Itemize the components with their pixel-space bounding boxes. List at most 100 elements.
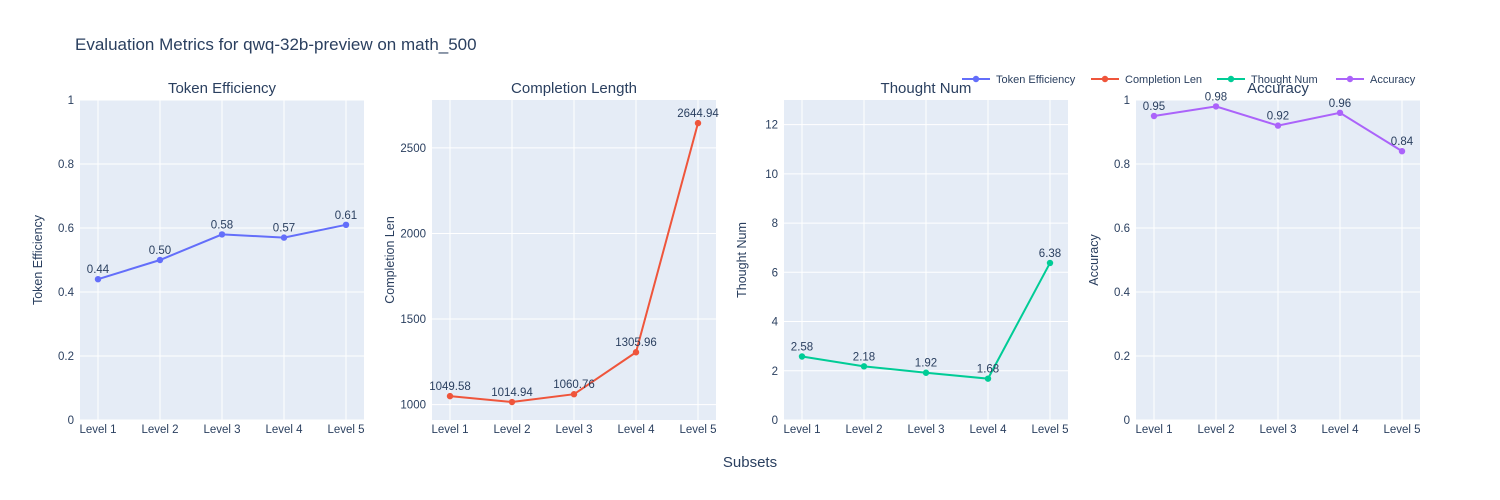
y-tick-label: 6: [772, 267, 778, 279]
data-point[interactable]: [1150, 112, 1158, 120]
data-point[interactable]: [156, 256, 164, 264]
shared-x-axis-label: Subsets: [723, 454, 777, 471]
y-tick-label: 12: [765, 120, 778, 132]
x-tick-label: Level 5: [1383, 424, 1420, 436]
data-point[interactable]: [1398, 148, 1406, 155]
subplot-token-efficiency: 0 0.2 0.4 0.6 0.8 1 Level 1 Level 2 Level 3 Level…: [31, 80, 365, 436]
x-tick-label: Level 4: [617, 424, 655, 436]
data-point[interactable]: [218, 231, 226, 238]
y-tick-label: 0.2: [1114, 351, 1130, 363]
y-tick-label: 10: [765, 169, 778, 181]
data-point[interactable]: [798, 353, 806, 360]
chart-title: Evaluation Metrics for qwq-32b-preview o…: [75, 35, 477, 54]
x-tick-label: Level 3: [1259, 424, 1296, 436]
data-label: 1.68: [977, 364, 999, 376]
data-point[interactable]: [94, 276, 102, 283]
legend-marker: [1101, 75, 1109, 83]
legend-label: Token Efficiency: [996, 74, 1076, 86]
legend-item[interactable]: Thought Num: [1217, 74, 1318, 86]
subplot-title: Accuracy: [1247, 80, 1309, 97]
legend-label: Completion Len: [1125, 74, 1202, 86]
legend-marker: [1227, 75, 1235, 83]
data-point[interactable]: [632, 349, 640, 356]
subplot-thought-num: 0 2 4 6 8 10 12 Level 1 Level 2 Level 3 Level 4 Lev…: [735, 80, 1069, 436]
legend-label: Accuracy: [1370, 74, 1416, 86]
data-point[interactable]: [446, 392, 454, 400]
data-label: 1014.94: [491, 387, 533, 399]
legend-item[interactable]: Accuracy: [1336, 74, 1416, 86]
x-tick-label: Level 5: [327, 424, 364, 436]
y-tick-label: 0: [772, 415, 778, 427]
y-tick-label: 0.8: [58, 159, 74, 171]
data-label: 0.95: [1143, 101, 1165, 113]
data-point[interactable]: [1274, 122, 1282, 129]
y-tick-label: 0.4: [58, 287, 75, 299]
y-axis-label: Token Efficiency: [31, 214, 45, 305]
y-tick-label: 1: [1124, 95, 1130, 107]
y-tick-label: 0.4: [1114, 287, 1131, 299]
data-label: 0.50: [149, 245, 171, 257]
legend[interactable]: Token Efficiency Completion Len Thought Nu…: [962, 74, 1416, 86]
data-point[interactable]: [922, 369, 930, 376]
data-label: 0.96: [1329, 98, 1351, 110]
data-point[interactable]: [1336, 109, 1344, 117]
y-tick-label: 0.2: [58, 351, 74, 363]
data-label: 0.61: [335, 210, 357, 222]
x-tick-label: Level 3: [555, 424, 592, 436]
x-tick-label: Level 5: [1031, 424, 1068, 436]
legend-marker: [1346, 75, 1354, 83]
y-tick-label: 8: [772, 218, 778, 230]
data-label: 1305.96: [615, 337, 657, 349]
y-tick-label: 2000: [400, 228, 426, 240]
legend-marker: [972, 75, 980, 83]
data-label: 1060.76: [553, 379, 595, 391]
subplot-title: Completion Length: [511, 80, 637, 97]
data-point[interactable]: [342, 221, 350, 228]
data-label: 0.92: [1267, 111, 1289, 123]
x-tick-label: Level 4: [1321, 424, 1359, 436]
data-point[interactable]: [280, 234, 288, 241]
subplot-accuracy: 0 0.2 0.4 0.6 0.8 1 Level 1 Level 2 Level 3 Level…: [1087, 80, 1421, 436]
data-label: 6.38: [1039, 248, 1061, 260]
x-tick-label: Level 3: [907, 424, 944, 436]
x-tick-label: Level 3: [203, 424, 240, 436]
data-point[interactable]: [570, 391, 578, 398]
x-tick-label: Level 2: [845, 424, 882, 436]
data-point[interactable]: [694, 119, 702, 127]
subplot-panels: 0 0.2 0.4 0.6 0.8 1 Level 1 Level 2 Level 3 Level…: [31, 80, 1421, 436]
y-tick-label: 1: [68, 95, 74, 107]
data-label: 0.44: [87, 264, 110, 276]
y-tick-label: 0: [68, 415, 74, 427]
data-point[interactable]: [508, 398, 516, 406]
data-label: 2.18: [853, 351, 875, 363]
subplot-title: Thought Num: [881, 80, 972, 97]
x-tick-label: Level 1: [431, 424, 468, 436]
y-tick-label: 0.6: [1114, 223, 1130, 235]
data-label: 2.58: [791, 341, 813, 353]
data-point[interactable]: [1046, 259, 1054, 267]
data-label: 1049.58: [429, 381, 471, 393]
y-axis-label: Accuracy: [1087, 234, 1101, 286]
data-point[interactable]: [860, 363, 868, 370]
y-tick-label: 1500: [400, 314, 426, 326]
legend-label: Thought Num: [1251, 74, 1318, 86]
x-tick-label: Level 1: [79, 424, 116, 436]
x-tick-label: Level 4: [969, 424, 1007, 436]
y-tick-label: 0: [1124, 415, 1130, 427]
y-tick-label: 0.6: [58, 223, 74, 235]
data-label: 0.57: [273, 223, 295, 235]
data-point[interactable]: [984, 375, 992, 382]
data-point[interactable]: [1212, 103, 1220, 110]
y-tick-label: 1000: [400, 400, 426, 412]
legend-item[interactable]: Completion Len: [1091, 74, 1202, 86]
data-label: 0.84: [1391, 136, 1414, 148]
x-tick-label: Level 4: [265, 424, 303, 436]
data-label: 1.92: [915, 358, 937, 370]
data-label: 0.98: [1205, 91, 1227, 103]
x-tick-label: Level 2: [141, 424, 178, 436]
y-tick-label: 2500: [400, 143, 426, 155]
legend-item[interactable]: Token Efficiency: [962, 74, 1076, 86]
x-tick-label: Level 2: [1197, 424, 1234, 436]
